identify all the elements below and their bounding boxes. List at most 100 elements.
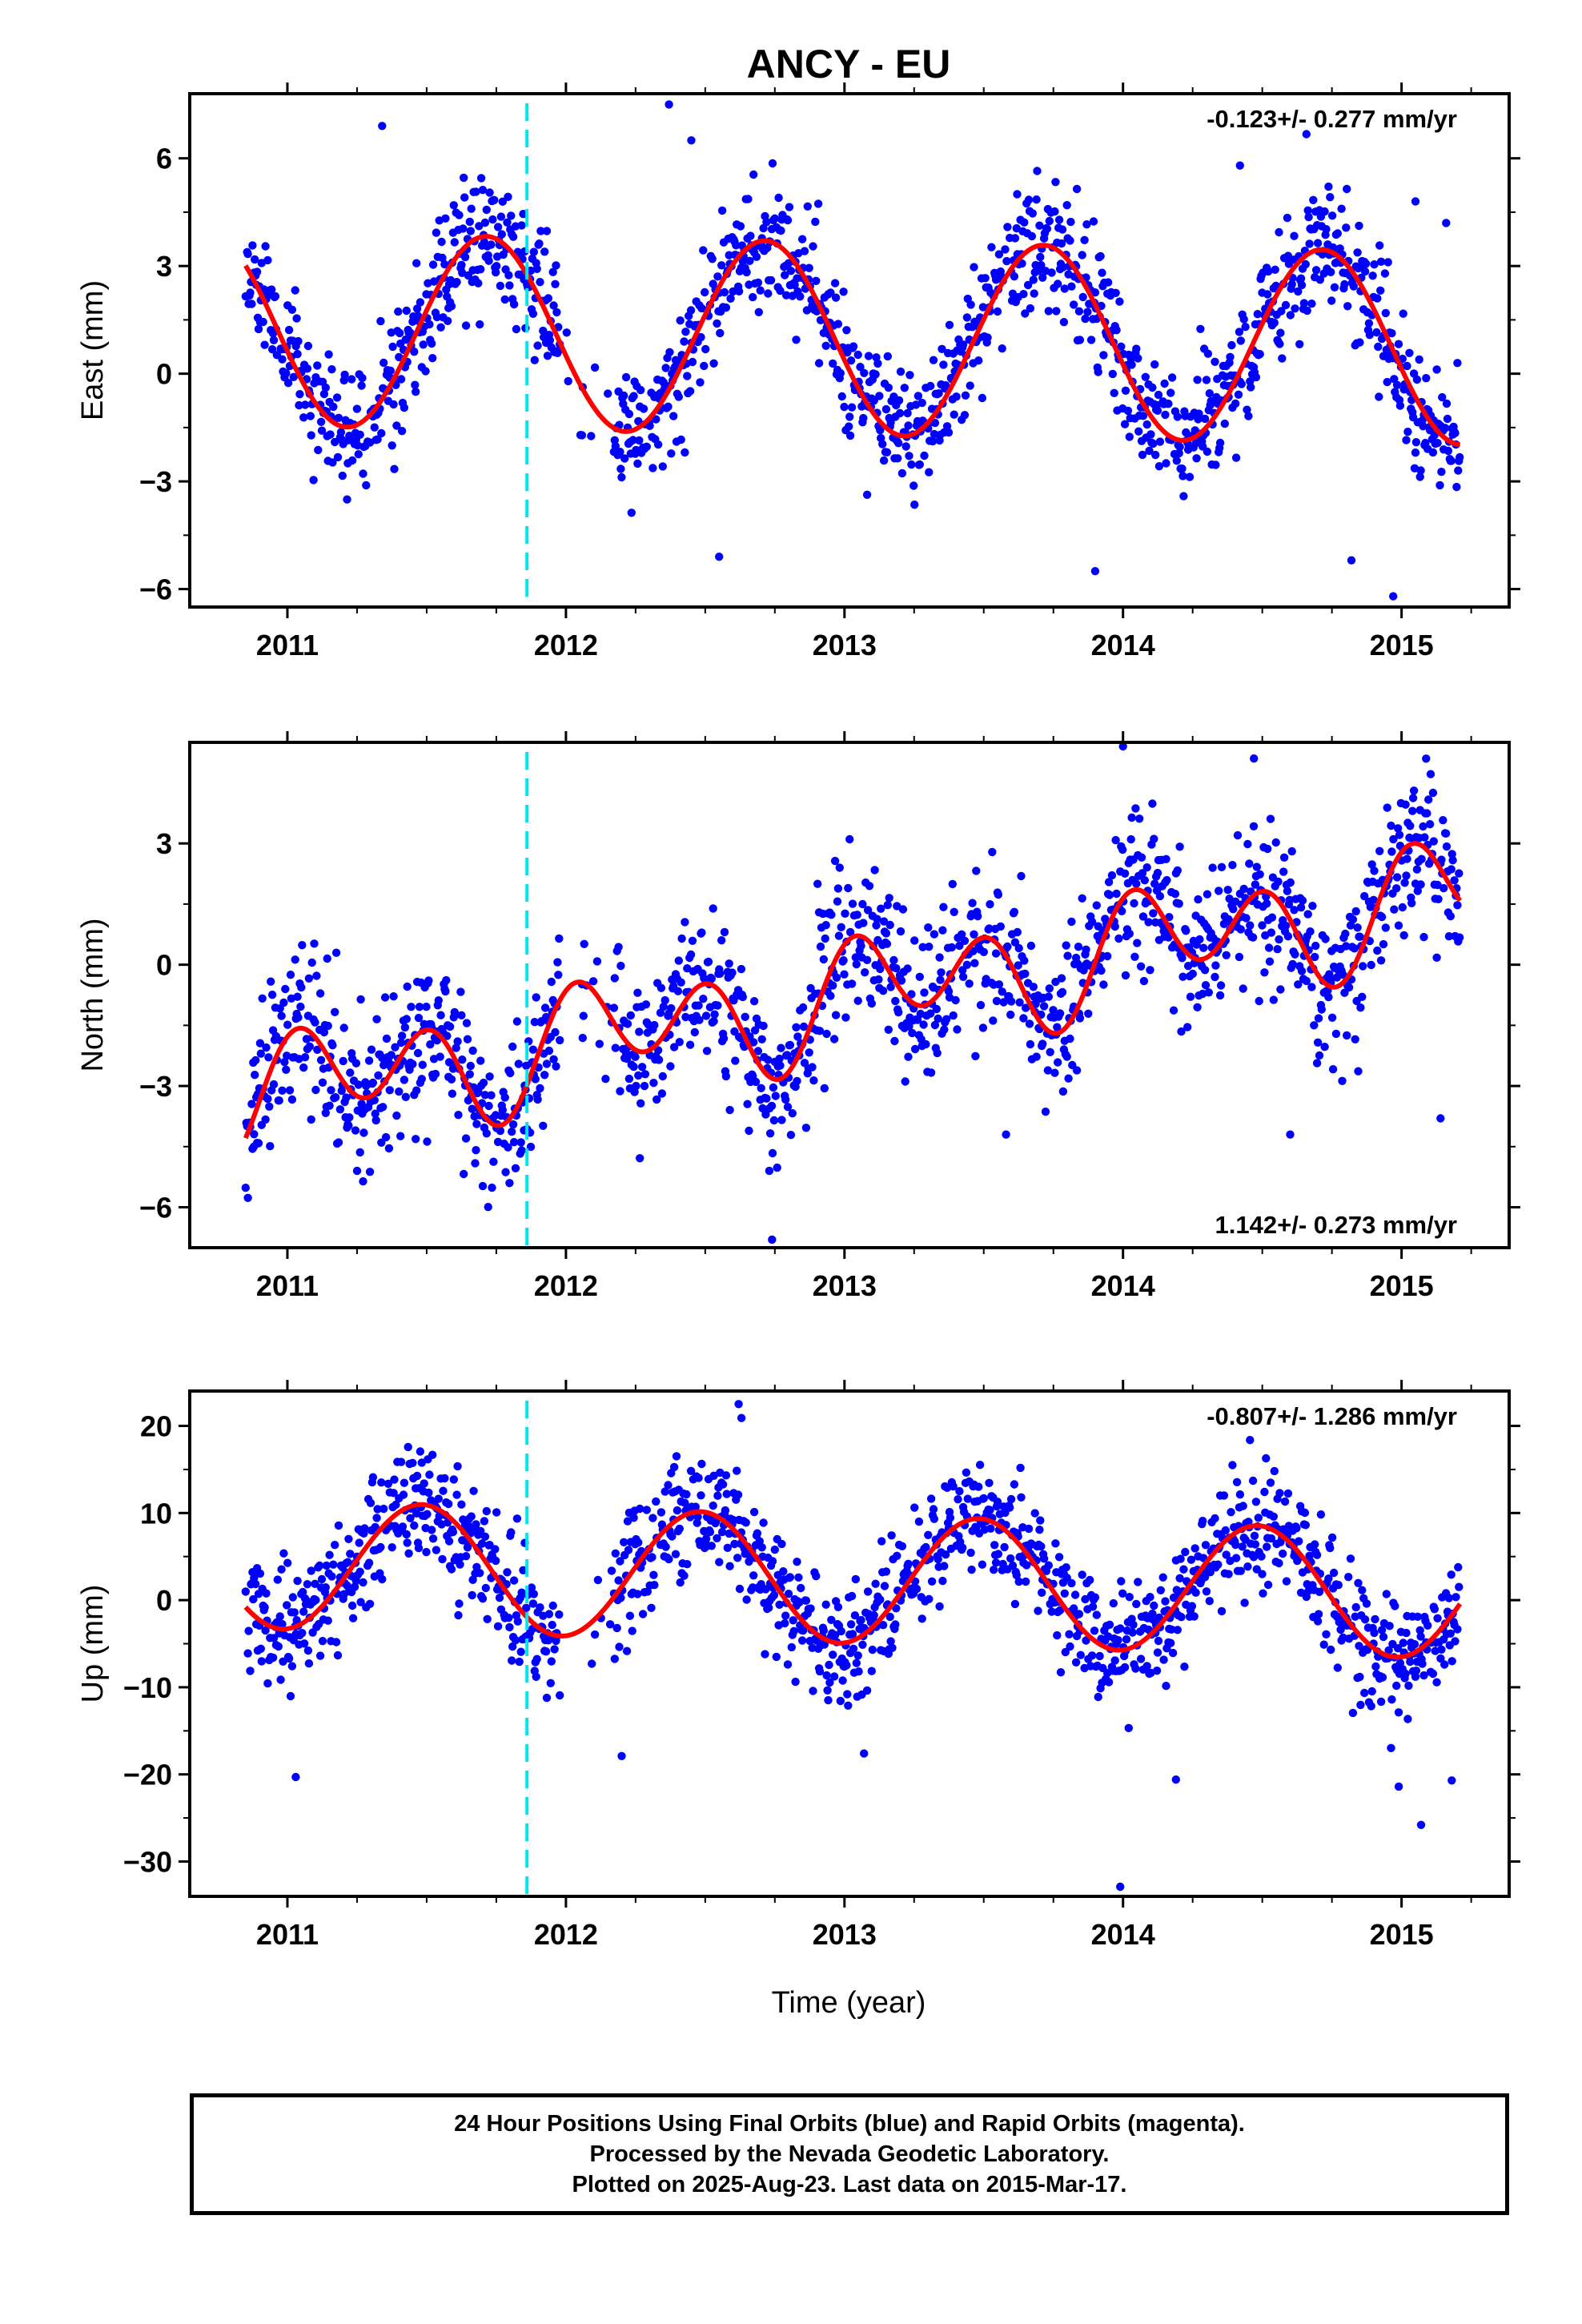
data-point <box>1130 899 1138 908</box>
data-point <box>669 412 678 420</box>
data-point <box>796 292 805 301</box>
data-point <box>1215 887 1223 895</box>
data-point <box>725 1529 733 1538</box>
data-point-outlier <box>715 553 724 561</box>
data-point <box>262 1043 271 1052</box>
data-point <box>292 314 301 323</box>
data-point <box>749 292 757 302</box>
data-point <box>805 263 813 272</box>
data-point <box>1103 278 1113 287</box>
data-point <box>1456 933 1464 942</box>
data-point <box>593 1575 603 1585</box>
data-point <box>691 1502 700 1511</box>
data-point <box>972 866 981 875</box>
data-point <box>701 1534 711 1543</box>
data-point <box>966 381 974 390</box>
data-point <box>629 1514 638 1522</box>
data-point <box>463 1035 472 1043</box>
data-point <box>978 1560 987 1569</box>
data-point <box>428 1534 438 1543</box>
data-point <box>315 1561 324 1570</box>
data-point <box>368 1078 378 1088</box>
data-point <box>827 911 836 919</box>
data-point <box>331 1007 339 1017</box>
data-point <box>391 1500 400 1510</box>
data-point <box>517 1146 526 1155</box>
data-point <box>303 341 313 351</box>
data-point <box>458 1055 467 1064</box>
data-point-outlier <box>765 1166 774 1176</box>
data-point <box>303 364 312 373</box>
data-point <box>402 306 411 316</box>
data-point <box>254 324 263 334</box>
data-point <box>282 1065 291 1075</box>
data-point <box>954 1495 962 1504</box>
data-point <box>1070 300 1078 309</box>
data-point-outlier <box>1013 190 1022 199</box>
data-point <box>1045 984 1054 993</box>
data-point <box>1054 215 1064 224</box>
data-point <box>1177 1613 1186 1622</box>
data-point <box>696 378 705 387</box>
data-point <box>874 975 883 984</box>
data-point <box>1433 439 1442 448</box>
data-point <box>637 1063 647 1072</box>
data-point <box>830 856 840 866</box>
data-point <box>1283 1489 1293 1498</box>
data-point <box>492 1556 500 1566</box>
data-point <box>333 1651 343 1660</box>
data-point <box>910 1044 920 1054</box>
data-point <box>1435 480 1444 490</box>
data-point <box>709 1471 718 1481</box>
data-point <box>674 956 683 965</box>
x-tick-label: 2014 <box>1091 1918 1155 1951</box>
data-point <box>634 1071 643 1080</box>
data-point <box>958 1543 967 1552</box>
data-point <box>1288 959 1297 969</box>
data-point <box>480 1091 490 1100</box>
data-point <box>981 274 990 283</box>
data-point <box>994 1550 1003 1558</box>
data-point <box>438 253 447 263</box>
data-point <box>492 1508 501 1517</box>
data-point <box>837 1626 845 1636</box>
data-point <box>821 341 830 350</box>
data-point <box>616 1594 625 1602</box>
data-point <box>925 1594 934 1604</box>
data-point <box>912 1584 921 1594</box>
data-point <box>536 1603 544 1612</box>
data-point <box>1453 901 1462 910</box>
data-point <box>532 1655 541 1663</box>
data-point <box>702 1047 712 1055</box>
data-point <box>1182 927 1191 935</box>
data-point <box>1405 348 1414 357</box>
data-point <box>408 1458 417 1468</box>
data-point <box>1375 241 1384 250</box>
data-point <box>1267 913 1277 922</box>
data-point <box>886 1637 895 1646</box>
data-point <box>256 1049 265 1058</box>
data-point <box>1343 184 1351 194</box>
data-point <box>829 981 837 990</box>
data-point <box>1191 1544 1199 1553</box>
data-point <box>905 452 913 460</box>
data-point <box>1105 891 1114 899</box>
data-point <box>1174 448 1183 458</box>
data-point <box>1162 854 1170 864</box>
data-point <box>848 1630 857 1638</box>
data-point <box>974 356 983 365</box>
data-point <box>1381 923 1391 932</box>
data-point <box>926 1009 935 1018</box>
data-point <box>412 388 420 396</box>
data-point <box>1042 224 1052 233</box>
footer-box: 24 Hour Positions Using Final Orbits (bl… <box>190 2093 1509 2215</box>
data-point <box>1084 1009 1093 1019</box>
data-point <box>1308 902 1317 911</box>
data-point <box>251 1055 260 1065</box>
data-point <box>938 344 946 353</box>
data-point <box>1142 863 1151 872</box>
data-point <box>552 261 560 270</box>
data-point <box>421 367 430 376</box>
data-point <box>1402 436 1411 444</box>
